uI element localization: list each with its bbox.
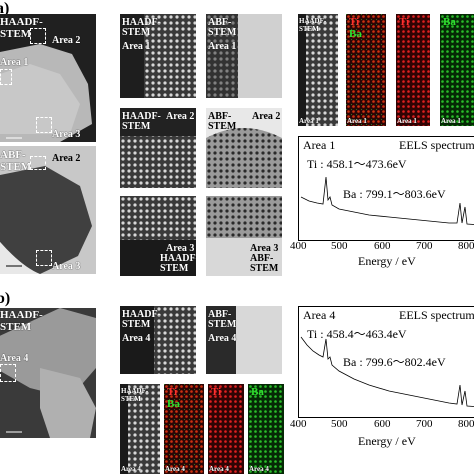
- map-a-ba: Ba Area 1: [440, 14, 474, 126]
- haadf-overview-image: HAADF- STEM Area 2 Area 1 Area 3: [0, 14, 96, 142]
- grid-r2c2-area: Area 2: [252, 111, 281, 122]
- map-a-ti-area: Area 1: [397, 117, 417, 125]
- eels-a-ti: Ti : 458.1〜473.6eV: [307, 157, 407, 171]
- eels-a-xlabel: Energy / eV: [358, 254, 416, 268]
- grid-r1c2-image: ABF- STEM Area 1: [206, 14, 282, 98]
- map-b-ba: Ba Area 4: [248, 384, 284, 474]
- eels-b-xlabel: Energy / eV: [358, 434, 416, 448]
- panel-a-label: a): [0, 0, 10, 17]
- area3-marker: [36, 117, 52, 133]
- area1-marker: [0, 69, 12, 85]
- area2-marker: [30, 28, 46, 44]
- grid-r2c1-title: HAADF- STEM: [122, 111, 161, 132]
- map-a-ti-label: Ti: [399, 16, 410, 28]
- grid-r3c2-area: Area 3: [250, 243, 279, 254]
- overview2-line1: ABF-: [0, 149, 26, 161]
- grid-r2c2-image: ABF- STEM Area 2: [206, 108, 282, 188]
- overview2-area3: Area 3: [52, 261, 81, 272]
- eels-b-ti: Ti : 458.4〜463.4eV: [307, 327, 407, 341]
- map-a-mix-ba: Ba: [349, 28, 362, 40]
- grid-r1c2-title: ABF- STEM: [208, 17, 237, 38]
- map-b-ba-area: Area 4: [249, 465, 269, 473]
- grid-r2c2-title: ABF- STEM: [208, 111, 237, 132]
- grid-b-c2-image: ABF- STEM Area 4: [206, 306, 282, 374]
- grid-r3c2-image: Area 3 ABF- STEM: [206, 196, 282, 276]
- overview1-line1: HAADF-: [0, 16, 43, 28]
- grid-b-c2-title: ABF- STEM: [208, 309, 237, 330]
- map-b-stem-area: Area 4: [121, 465, 141, 473]
- overview1-area3: Area 3: [52, 129, 81, 140]
- overview-b-area: Area 4: [0, 353, 29, 364]
- map-a-mix: Ti Ba Area 1: [346, 14, 386, 126]
- overview-b-line2: STEM: [0, 321, 32, 333]
- overview2-line2: STEM: [0, 161, 32, 173]
- grid-r3c1-title: HAADF- STEM: [160, 253, 196, 274]
- eels-b-area: Area 4: [303, 308, 336, 322]
- eels-chart-b: Area 4 EELS spectrum Ti : 458.4〜463.4eV …: [298, 306, 474, 418]
- map-b-mix: Ti Ba Area 4: [164, 384, 204, 474]
- overview-b-line1: HAADF-: [0, 309, 43, 321]
- eels-a-tick-400: 400: [290, 240, 307, 252]
- grid-b-c1-image: HAADF- STEM Area 4: [120, 306, 196, 374]
- overview2-area2-marker: [30, 156, 46, 170]
- eels-a-title: EELS spectrum: [399, 138, 474, 152]
- area4-marker: [0, 364, 16, 382]
- eels-a-tick-700: 700: [416, 240, 433, 252]
- map-a-ba-area: Area 1: [441, 117, 461, 125]
- overview2-area3-marker: [36, 250, 52, 266]
- map-b-mix-ba: Ba: [167, 398, 180, 410]
- grid-r1c2-area: Area 1: [208, 41, 237, 52]
- overview1-area2: Area 2: [52, 35, 81, 46]
- grid-r1c1-area: Area 1: [122, 41, 151, 52]
- eels-b-title: EELS spectrum: [399, 308, 474, 322]
- abf-overview-image: ABF- STEM Area 2 Area 3: [0, 146, 96, 274]
- map-a-ti: Ti Area 1: [396, 14, 430, 126]
- eels-b-tick-800: 800: [458, 418, 474, 430]
- grid-r3c2-title: ABF- STEM: [250, 253, 279, 274]
- map-a-stem-title: HAADF- STEM: [299, 17, 327, 33]
- grid-b-c2-area: Area 4: [208, 333, 237, 344]
- map-b-mix-area: Area 4: [165, 465, 185, 473]
- map-b-stem-title: HAADF- STEM: [121, 387, 149, 403]
- map-a-mix-ti: Ti: [349, 16, 360, 28]
- map-b-ba-label: Ba: [251, 386, 264, 398]
- map-a-stem-area: Area 1: [299, 117, 319, 125]
- grid-r2c1-area: Area 2: [166, 111, 195, 122]
- haadf-overview-b-image: HAADF- STEM Area 4: [0, 308, 96, 438]
- eels-a-tick-600: 600: [374, 240, 391, 252]
- map-b-mix-ti: Ti: [167, 386, 178, 398]
- eels-a-tick-500: 500: [331, 240, 348, 252]
- eels-a-tick-800: 800: [458, 240, 474, 252]
- eels-a-ba: Ba : 799.1〜803.6eV: [343, 187, 446, 201]
- overview1-area1: Area 1: [0, 57, 29, 68]
- grid-r1c1-title: HAADF- STEM: [122, 17, 161, 38]
- grid-b-c1-area: Area 4: [122, 333, 151, 344]
- eels-b-ba: Ba : 799.6〜802.4eV: [343, 355, 446, 369]
- map-a-stem: HAADF- STEM Area 1: [298, 14, 338, 126]
- map-b-ti-label: Ti: [211, 386, 222, 398]
- grid-r1c1-image: HAADF- STEM Area 1: [120, 14, 196, 98]
- eels-a-area: Area 1: [303, 138, 336, 152]
- eels-b-tick-700: 700: [416, 418, 433, 430]
- eels-b-tick-400: 400: [290, 418, 307, 430]
- grid-r3c1-area: Area 3: [166, 243, 195, 254]
- overview2-area2: Area 2: [52, 153, 81, 164]
- map-b-ti-area: Area 4: [209, 465, 229, 473]
- eels-b-tick-600: 600: [374, 418, 391, 430]
- eels-chart-a: Area 1 EELS spectrum Ti : 458.1〜473.6eV …: [298, 136, 474, 241]
- eels-b-tick-500: 500: [331, 418, 348, 430]
- map-b-ti: Ti Area 4: [208, 384, 244, 474]
- grid-r2c1-image: HAADF- STEM Area 2: [120, 108, 196, 188]
- grid-b-c1-title: HAADF- STEM: [122, 309, 161, 330]
- map-a-mix-area: Area 1: [347, 117, 367, 125]
- panel-b-label: b): [0, 290, 11, 307]
- map-b-stem: HAADF- STEM Area 4: [120, 384, 160, 474]
- overview1-line2: STEM: [0, 28, 32, 40]
- map-a-ba-label: Ba: [443, 16, 456, 28]
- grid-r3c1-image: Area 3 HAADF- STEM: [120, 196, 196, 276]
